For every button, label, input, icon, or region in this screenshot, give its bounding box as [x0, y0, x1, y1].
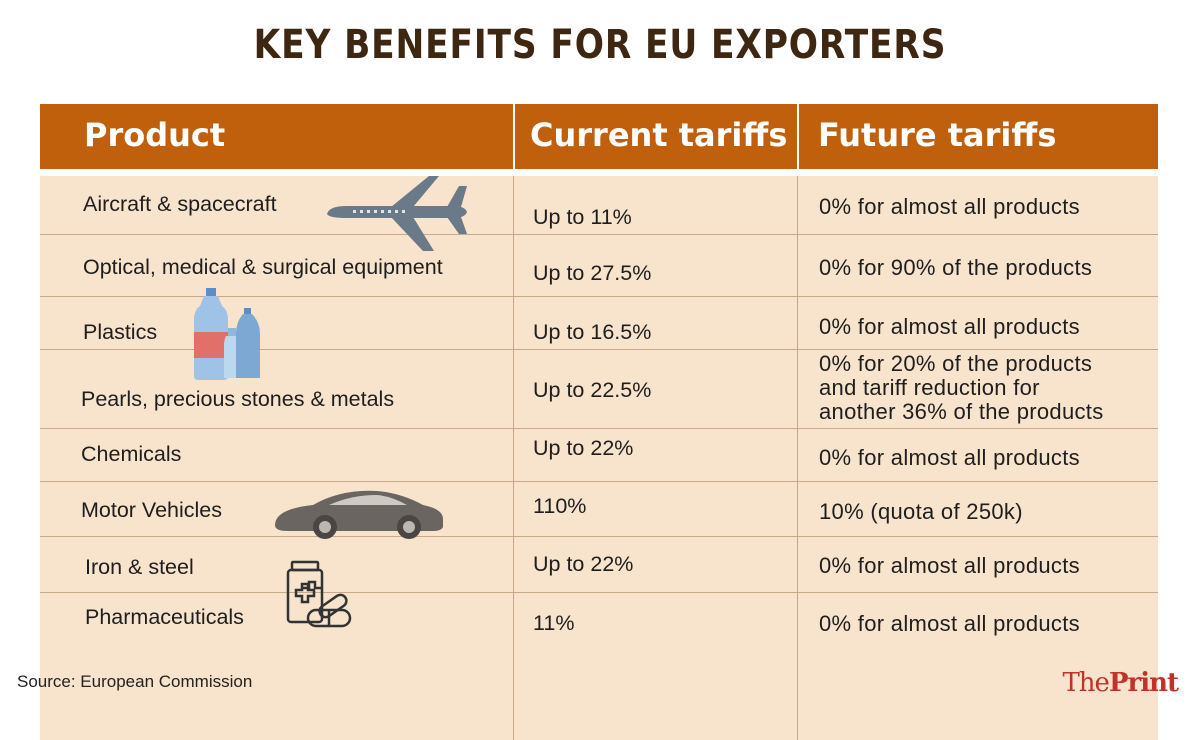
- row-chemicals-future: 0% for almost all products: [819, 445, 1080, 470]
- row-pearls-future: 0% for 20% of the products and tariff re…: [819, 352, 1104, 424]
- row-iron-product: Iron & steel: [85, 555, 194, 579]
- header-divider: [513, 104, 515, 169]
- column-divider: [797, 176, 798, 740]
- row-aircraft-future: 0% for almost all products: [819, 194, 1080, 219]
- row-pearls-future-line: and tariff reduction for: [819, 375, 1040, 400]
- row-pearls-current: Up to 22.5%: [533, 378, 652, 402]
- page-title: KEY BENEFITS FOR EU EXPORTERS: [253, 22, 947, 68]
- row-motor-future: 10% (quota of 250k): [819, 499, 1023, 524]
- row-chemicals-product: Chemicals: [81, 442, 182, 466]
- medicine-icon: [286, 560, 352, 628]
- row-aircraft-current: Up to 11%: [533, 205, 632, 229]
- row-chemicals-current: Up to 22%: [533, 436, 634, 460]
- row-divider: [40, 428, 1158, 429]
- airplane-icon: [327, 176, 467, 251]
- car-icon: [275, 490, 443, 539]
- brand-prefix: The: [1062, 668, 1109, 698]
- row-optical-product: Optical, medical & surgical equipment: [83, 255, 443, 279]
- row-divider: [40, 234, 1158, 235]
- header-current-tariffs: Current tariffs: [530, 116, 788, 154]
- brand-suffix: Print: [1108, 668, 1179, 698]
- source-note: Source: European Commission: [17, 672, 253, 691]
- row-plastics-product: Plastics: [83, 320, 158, 344]
- row-pearls-future-line: another 36% of the products: [819, 399, 1104, 424]
- row-plastics-future: 0% for almost all products: [819, 314, 1080, 339]
- row-iron-future: 0% for almost all products: [819, 553, 1080, 578]
- header-product: Product: [84, 116, 226, 154]
- row-pharma-product: Pharmaceuticals: [85, 605, 244, 629]
- row-plastics-current: Up to 16.5%: [533, 320, 652, 344]
- row-divider: [40, 349, 1158, 350]
- row-pharma-current: 11%: [533, 611, 575, 635]
- row-motor-current: 110%: [533, 494, 587, 518]
- header-divider: [797, 104, 799, 169]
- row-divider: [40, 481, 1158, 482]
- table-body: [40, 176, 1158, 740]
- row-aircraft-product: Aircraft & spacecraft: [83, 192, 277, 216]
- table-header: Product Current tariffs Future tariffs: [40, 104, 1158, 169]
- row-pearls-product: Pearls, precious stones & metals: [81, 387, 395, 411]
- row-pharma-future: 0% for almost all products: [819, 611, 1080, 636]
- row-iron-current: Up to 22%: [533, 552, 634, 576]
- row-optical-future: 0% for 90% of the products: [819, 255, 1093, 280]
- row-motor-product: Motor Vehicles: [81, 498, 223, 522]
- plastic-bottles-icon: [194, 288, 260, 380]
- column-divider: [513, 176, 514, 740]
- header-future-tariffs: Future tariffs: [818, 116, 1057, 154]
- row-divider: [40, 296, 1158, 297]
- row-divider: [40, 592, 1158, 593]
- theprint-logo: ThePrint: [1062, 668, 1179, 698]
- row-pearls-future-line: 0% for 20% of the products: [819, 351, 1093, 376]
- row-optical-current: Up to 27.5%: [533, 261, 652, 285]
- row-divider: [40, 536, 1158, 537]
